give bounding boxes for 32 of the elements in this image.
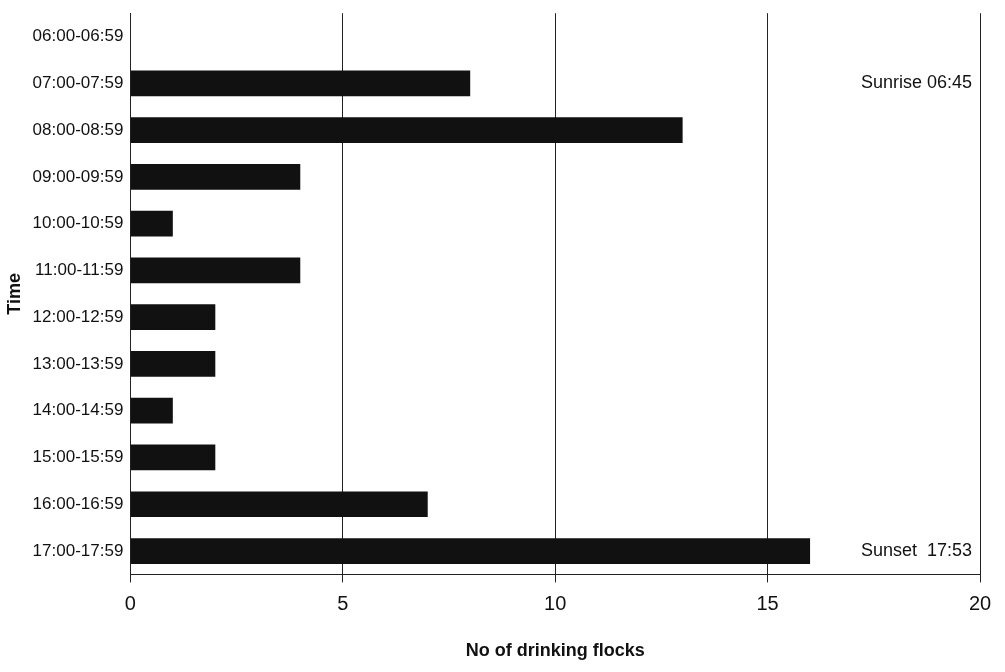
bar [130,304,216,331]
bar [130,210,173,237]
y-tick-label: 17:00-17:59 [32,540,124,560]
annotation: Sunset 17:53 [860,539,972,560]
bar [130,538,811,564]
y-tick-label: 16:00-16:59 [32,493,124,513]
x-tick-label: 5 [337,591,349,614]
bar [130,164,301,190]
x-tick-label: 10 [544,591,567,614]
y-tick-label: 11:00-11:59 [35,260,124,280]
y-tick-label: 12:00-12:59 [32,306,124,326]
bar [130,70,471,97]
bar [130,491,428,518]
y-tick-label: 08:00-08:59 [32,119,124,139]
bar [130,444,216,471]
annotation: Sunrise 06:45 [860,72,972,93]
y-tick-label: 14:00-14:59 [32,400,124,420]
y-tick-label: 06:00-06:59 [32,26,124,46]
y-tick-label: 07:00-07:59 [32,73,124,93]
bar [130,117,683,143]
x-tick-label: 20 [968,591,992,614]
bar [130,351,216,377]
bar [130,257,301,284]
y-axis-title: Time [3,272,24,315]
y-tick-label: 15:00-15:59 [32,447,124,467]
y-tick-label: 10:00-10:59 [32,213,124,233]
x-tick-label: 15 [756,591,779,614]
bar [130,397,173,424]
y-tick-label: 13:00-13:59 [32,353,124,373]
x-axis-title: No of drinking flocks [465,640,645,661]
x-tick-label: 0 [124,591,136,614]
y-tick-label: 09:00-09:59 [32,166,124,186]
